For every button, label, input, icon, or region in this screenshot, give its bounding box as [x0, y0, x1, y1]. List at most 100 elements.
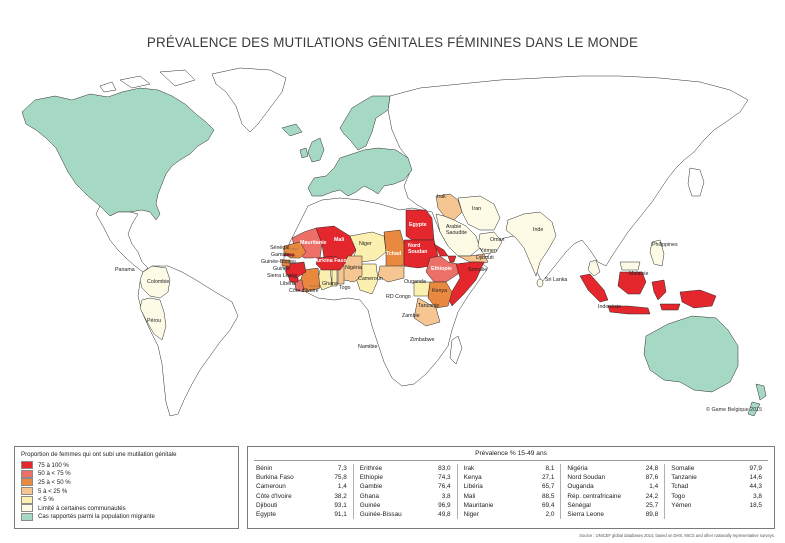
prevalence-value: 83,0: [438, 465, 451, 472]
country-name: Sierra Leone: [567, 510, 604, 518]
country-central-african-republic: [377, 265, 405, 283]
country-uganda: [413, 281, 431, 297]
table-row: Togo 3,8: [671, 492, 762, 501]
map-label-guinee: Guinée: [273, 266, 291, 272]
map-label-mauritanie: Mauritanie: [300, 240, 327, 246]
table-row: Nigéria 24,8: [567, 464, 658, 473]
country-djibouti: [447, 255, 457, 263]
prevalence-value: 27,1: [541, 474, 555, 482]
table-columns: Bénin 7,3 Burkina Faso 75,8 Cameroun 1,4 Côte …: [254, 464, 768, 520]
map-label-egypte: Egypte: [409, 222, 427, 228]
legend-label: 25 à < 50 %: [38, 478, 71, 486]
map-label-panama: Panama: [115, 267, 135, 273]
country-iran: [457, 195, 501, 231]
country-name: Tchad: [671, 483, 689, 491]
legend-item: 25 à < 50 %: [21, 478, 232, 487]
country-name: Tanzanie: [671, 474, 697, 482]
map-label-kenya: Kenya: [432, 288, 448, 294]
country-name: Irak: [463, 465, 475, 472]
table-row: Guinée-Bissau 49,8: [360, 510, 451, 519]
country-name: Erithrée: [359, 465, 383, 472]
legend-title: Proportion de femmes qui ont subi une mu…: [21, 451, 177, 458]
prevalence-value: 14,6: [749, 474, 762, 482]
map-label-rd-congo: RD Congo: [386, 294, 411, 300]
prevalence-value: 18,5: [749, 501, 762, 509]
country-mexico-central-america: [95, 205, 149, 273]
legend-item: 75 à 100 %: [21, 461, 232, 470]
country-malaysia-borneo: [619, 261, 641, 271]
country-malaysia: [587, 259, 601, 277]
map-label-niger: Niger: [359, 241, 372, 247]
source-note: Source : UNICEF global databases 2014, b…: [579, 533, 775, 538]
prevalence-value: 96,9: [438, 501, 451, 509]
map-label-cote-divoire: Côte d'Ivoire: [289, 288, 319, 294]
table-row: Egypte 91,1: [256, 510, 347, 519]
landmass-south-america: [137, 265, 239, 417]
legend-swatch: [21, 495, 33, 504]
country-colombia: [139, 265, 171, 299]
table-row: Gambie 76,4: [360, 482, 451, 491]
country-madagascar: [449, 335, 463, 365]
prevalence-value: 88,5: [541, 492, 555, 500]
table-row: Guinée 96,9: [360, 501, 451, 510]
table-row: Djibouti 93,1: [256, 501, 347, 510]
map-label-ghana: Ghana: [322, 281, 338, 287]
table-row: Sierra Leone 89,8: [567, 510, 658, 519]
landmass-europe: [307, 147, 413, 197]
landmass-scandinavia: [339, 95, 391, 151]
country-name: Côte d'Ivoire: [256, 492, 292, 500]
country-name: Somalie: [671, 465, 695, 472]
country-name: Bénin: [256, 465, 273, 472]
country-guinea: [285, 261, 307, 279]
table-row: Ghana 3,8: [360, 492, 451, 501]
map-label-tchad: Tchad: [386, 251, 402, 257]
map-label-irak: Irak: [437, 194, 446, 200]
prevalence-value: 93,1: [334, 501, 347, 509]
country-new-zealand-south: [747, 401, 761, 417]
arctic-island: [119, 75, 151, 89]
prevalence-value: 89,8: [645, 510, 659, 518]
map-label-liberia: Libéria: [280, 281, 296, 287]
prevalence-value: 7,3: [337, 465, 347, 472]
map-label-oman: Oman: [490, 237, 505, 243]
prevalence-value: 24,8: [645, 465, 659, 472]
country-peru: [139, 297, 167, 341]
country-name: Mali: [463, 492, 476, 500]
table-row: Rép. centrafricaine 24,2: [567, 492, 658, 501]
country-sri-lanka: [536, 278, 544, 288]
legend-swatch: [21, 512, 33, 521]
country-name: Togo: [671, 492, 686, 500]
prevalence-value: 87,6: [645, 474, 659, 482]
country-liberia: [293, 279, 305, 293]
prevalence-value: 69,4: [541, 501, 555, 509]
country-name: Kenya: [463, 474, 482, 482]
table-row: Irak 8,1: [464, 464, 555, 473]
table-row: Somalie 97,9: [671, 464, 762, 473]
country-philippines: [649, 239, 665, 267]
legend-swatch: [21, 478, 33, 487]
map-label-inde: Inde: [533, 227, 544, 233]
country-new-zealand: [755, 383, 767, 401]
legend-label: < 5 %: [38, 496, 54, 504]
legend-item: 5 à < 25 %: [21, 487, 232, 496]
prevalence-value: 49,8: [438, 510, 451, 518]
legend-label: Cas rapportés parmi la population migran…: [38, 513, 155, 521]
country-name: Guinée-Bissau: [359, 510, 402, 518]
prevalence-value: 97,9: [749, 465, 762, 472]
legend-label: 50 à < 75 %: [38, 470, 71, 478]
legend-swatch: [21, 469, 33, 478]
country-oman: [477, 231, 503, 255]
table-column: Irak 8,1 Kenya 27,1 Libéria 65,7 Mali 88,5 Mauri…: [456, 464, 561, 520]
table-column: Erithrée 83,0 Ethiopie 74,3 Gambie 76,4 Ghana 3…: [352, 464, 457, 520]
country-name: Nord Soudan: [567, 474, 606, 482]
map-label-gambie: Gambie: [271, 252, 290, 258]
country-name: Yémen: [671, 501, 692, 509]
map-label-ouganda: Ouganda: [404, 279, 426, 285]
table-row: Niger 2,0: [464, 510, 555, 519]
table-row: Cameroun 1,4: [256, 482, 347, 491]
prevalence-value: 1,4: [337, 483, 347, 491]
country-name: Guinée: [359, 501, 381, 509]
country-name: Egypte: [256, 510, 276, 518]
country-indonesia-java: [607, 305, 651, 315]
